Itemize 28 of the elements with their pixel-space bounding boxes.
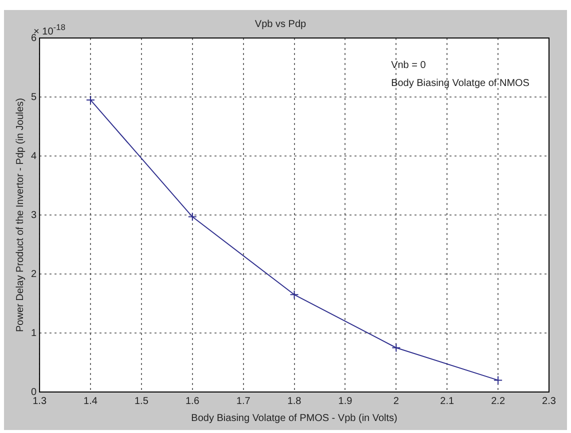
y-tick-label: 2	[31, 268, 37, 280]
annotation: Vnb = 0	[391, 60, 426, 71]
x-tick-label: 1.7	[236, 396, 251, 407]
point	[494, 376, 503, 385]
y-tick-label: 0	[31, 386, 37, 398]
x-tick-label: 1.3	[32, 396, 47, 407]
y-tick-label: 5	[31, 92, 37, 103]
x-tick-label: 1.9	[338, 396, 353, 407]
chart-title: Vpb vs Pdp	[254, 18, 307, 30]
x-tick-label: 2	[393, 396, 400, 407]
x-tick-label: 1.6	[185, 396, 200, 407]
point	[86, 95, 96, 104]
x-tick-label: 1.8	[287, 396, 302, 407]
y-tick-label: 6	[31, 32, 37, 44]
x-axis-title: Body Biasing Volatge of PMOS - Vpb (in Volts)	[191, 412, 398, 424]
y-tick-label: 1	[31, 328, 37, 339]
x-tick-label: 1.5	[134, 396, 149, 407]
y-tick-label: 4	[31, 150, 37, 162]
x-tick-label: 2.3	[542, 396, 556, 407]
point	[290, 290, 299, 300]
y-tick-label: 3	[31, 210, 37, 221]
x-tick-label: 2.2	[491, 396, 506, 407]
annotation: Body Biasing Volatge of NMOS	[391, 78, 530, 89]
x-tick-label: 2.1	[440, 396, 454, 407]
point	[392, 343, 401, 352]
point	[188, 212, 197, 222]
y-axis-title: Power Delay Product of the Invertor - Pdp (in Joules)	[14, 98, 26, 332]
x-tick-label: 1.4	[84, 396, 98, 407]
